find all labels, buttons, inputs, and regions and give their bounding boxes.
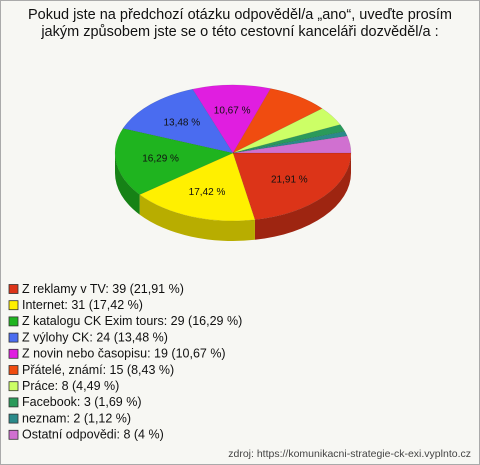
pie-slice	[192, 84, 272, 154]
data-label: 10,67 %	[214, 105, 251, 116]
legend-swatch	[8, 365, 19, 375]
data-label: 13,48 %	[163, 118, 200, 129]
pie-slice	[232, 108, 341, 154]
pie-slice-side	[254, 153, 351, 240]
legend-label: neznam: 2 (1,12 %)	[22, 411, 131, 425]
legend-swatch	[8, 300, 19, 311]
legend-swatch	[8, 413, 19, 424]
legend-swatch	[8, 397, 19, 408]
legend-label: Z reklamy v TV: 39 (21,91 %)	[22, 282, 184, 296]
legend-swatch	[8, 332, 19, 343]
legend-label: Práce: 8 (4,49 %)	[22, 379, 119, 393]
legend-swatch	[8, 316, 19, 327]
source-note: zdroj: https://komunikacni-strategie-ck-…	[228, 448, 471, 460]
legend-swatch	[8, 381, 19, 392]
legend-swatch	[8, 429, 19, 440]
data-label: 21,91 %	[271, 175, 308, 186]
data-label: 16,29 %	[142, 154, 179, 165]
pie-slice	[139, 152, 256, 222]
legend-label: Ostatní odpovědi: 8 (4 %)	[22, 428, 164, 442]
pie-slice	[232, 88, 323, 154]
legend-label: Z novin nebo časopisu: 19 (10,67 %)	[22, 347, 226, 361]
pie-slice	[232, 152, 352, 221]
legend-label: Z katalogu CK Exim tours: 29 (16,29 %)	[22, 314, 242, 328]
legend-swatch	[8, 284, 19, 294]
pie-slice	[114, 128, 234, 195]
legend-swatch	[8, 348, 19, 359]
chart-title: Pokud jste na předchozí otázku odpověděl…	[27, 7, 453, 40]
pie-slice	[232, 124, 346, 154]
pie-slice-side	[139, 194, 255, 241]
legend-label: Facebook: 3 (1,69 %)	[22, 395, 142, 409]
pie-slice	[122, 88, 234, 154]
pie-slice	[232, 131, 348, 154]
data-label: 17,42 %	[189, 187, 226, 198]
legend-label: Z výlohy CK: 24 (13,48 %)	[22, 330, 168, 344]
pie-slice	[232, 135, 352, 154]
legend-label: Internet: 31 (17,42 %)	[22, 298, 143, 312]
legend-label: Přátelé, známí: 15 (8,43 %)	[22, 363, 174, 377]
pie-slice-side	[115, 153, 140, 215]
